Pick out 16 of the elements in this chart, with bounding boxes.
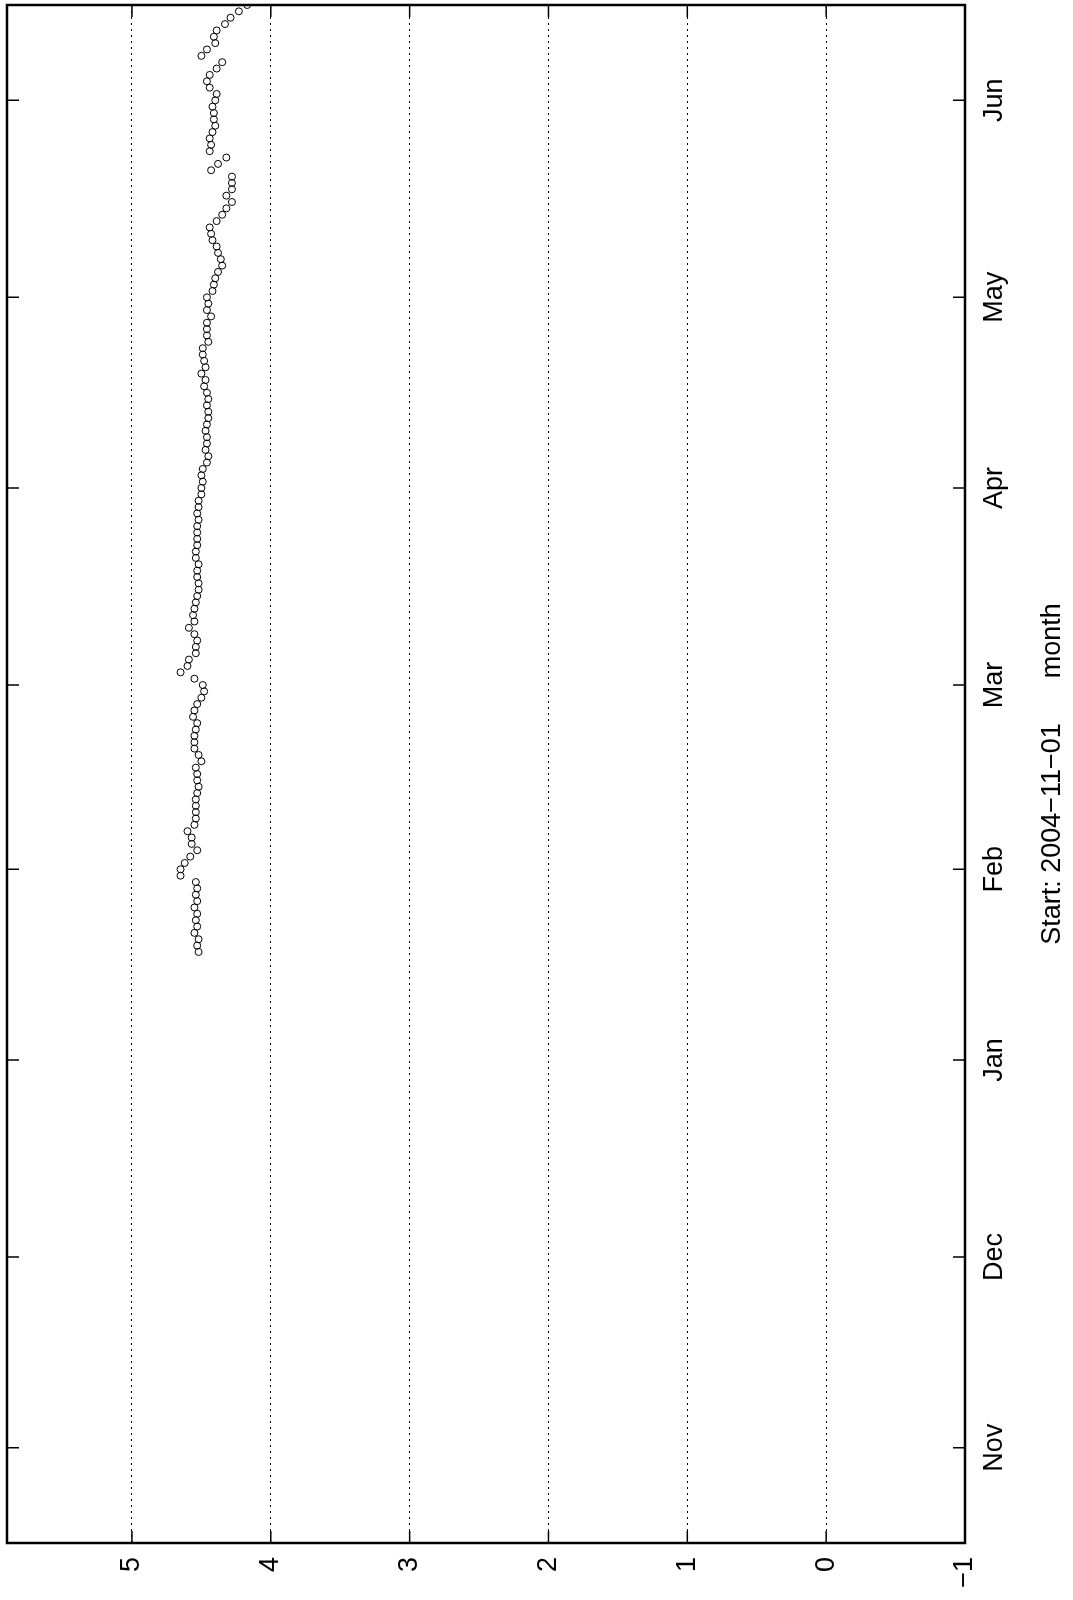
y-tick-label: Apr <box>978 466 1009 510</box>
y-tick-label: Jun <box>978 78 1009 123</box>
x-tick-label: 0 <box>809 1557 840 1573</box>
x-tick-label: 5 <box>115 1557 146 1573</box>
x-tick-label: 2 <box>531 1557 562 1573</box>
y-tick-label: Nov <box>978 1423 1009 1472</box>
y-axis-title: Start: 2004−11−01 month <box>1036 603 1067 945</box>
y-tick-label: Jan <box>978 1038 1009 1082</box>
y-tick-label: Dec <box>978 1233 1009 1282</box>
x-tick-label: 1 <box>670 1557 701 1573</box>
y-tick-label: Mar <box>978 661 1009 709</box>
x-tick-label: −1 <box>948 1557 979 1588</box>
y-tick-label: Feb <box>978 846 1009 893</box>
x-tick-label: 3 <box>393 1557 424 1573</box>
x-tick-label: 4 <box>254 1557 285 1573</box>
y-tick-label: May <box>978 271 1009 323</box>
